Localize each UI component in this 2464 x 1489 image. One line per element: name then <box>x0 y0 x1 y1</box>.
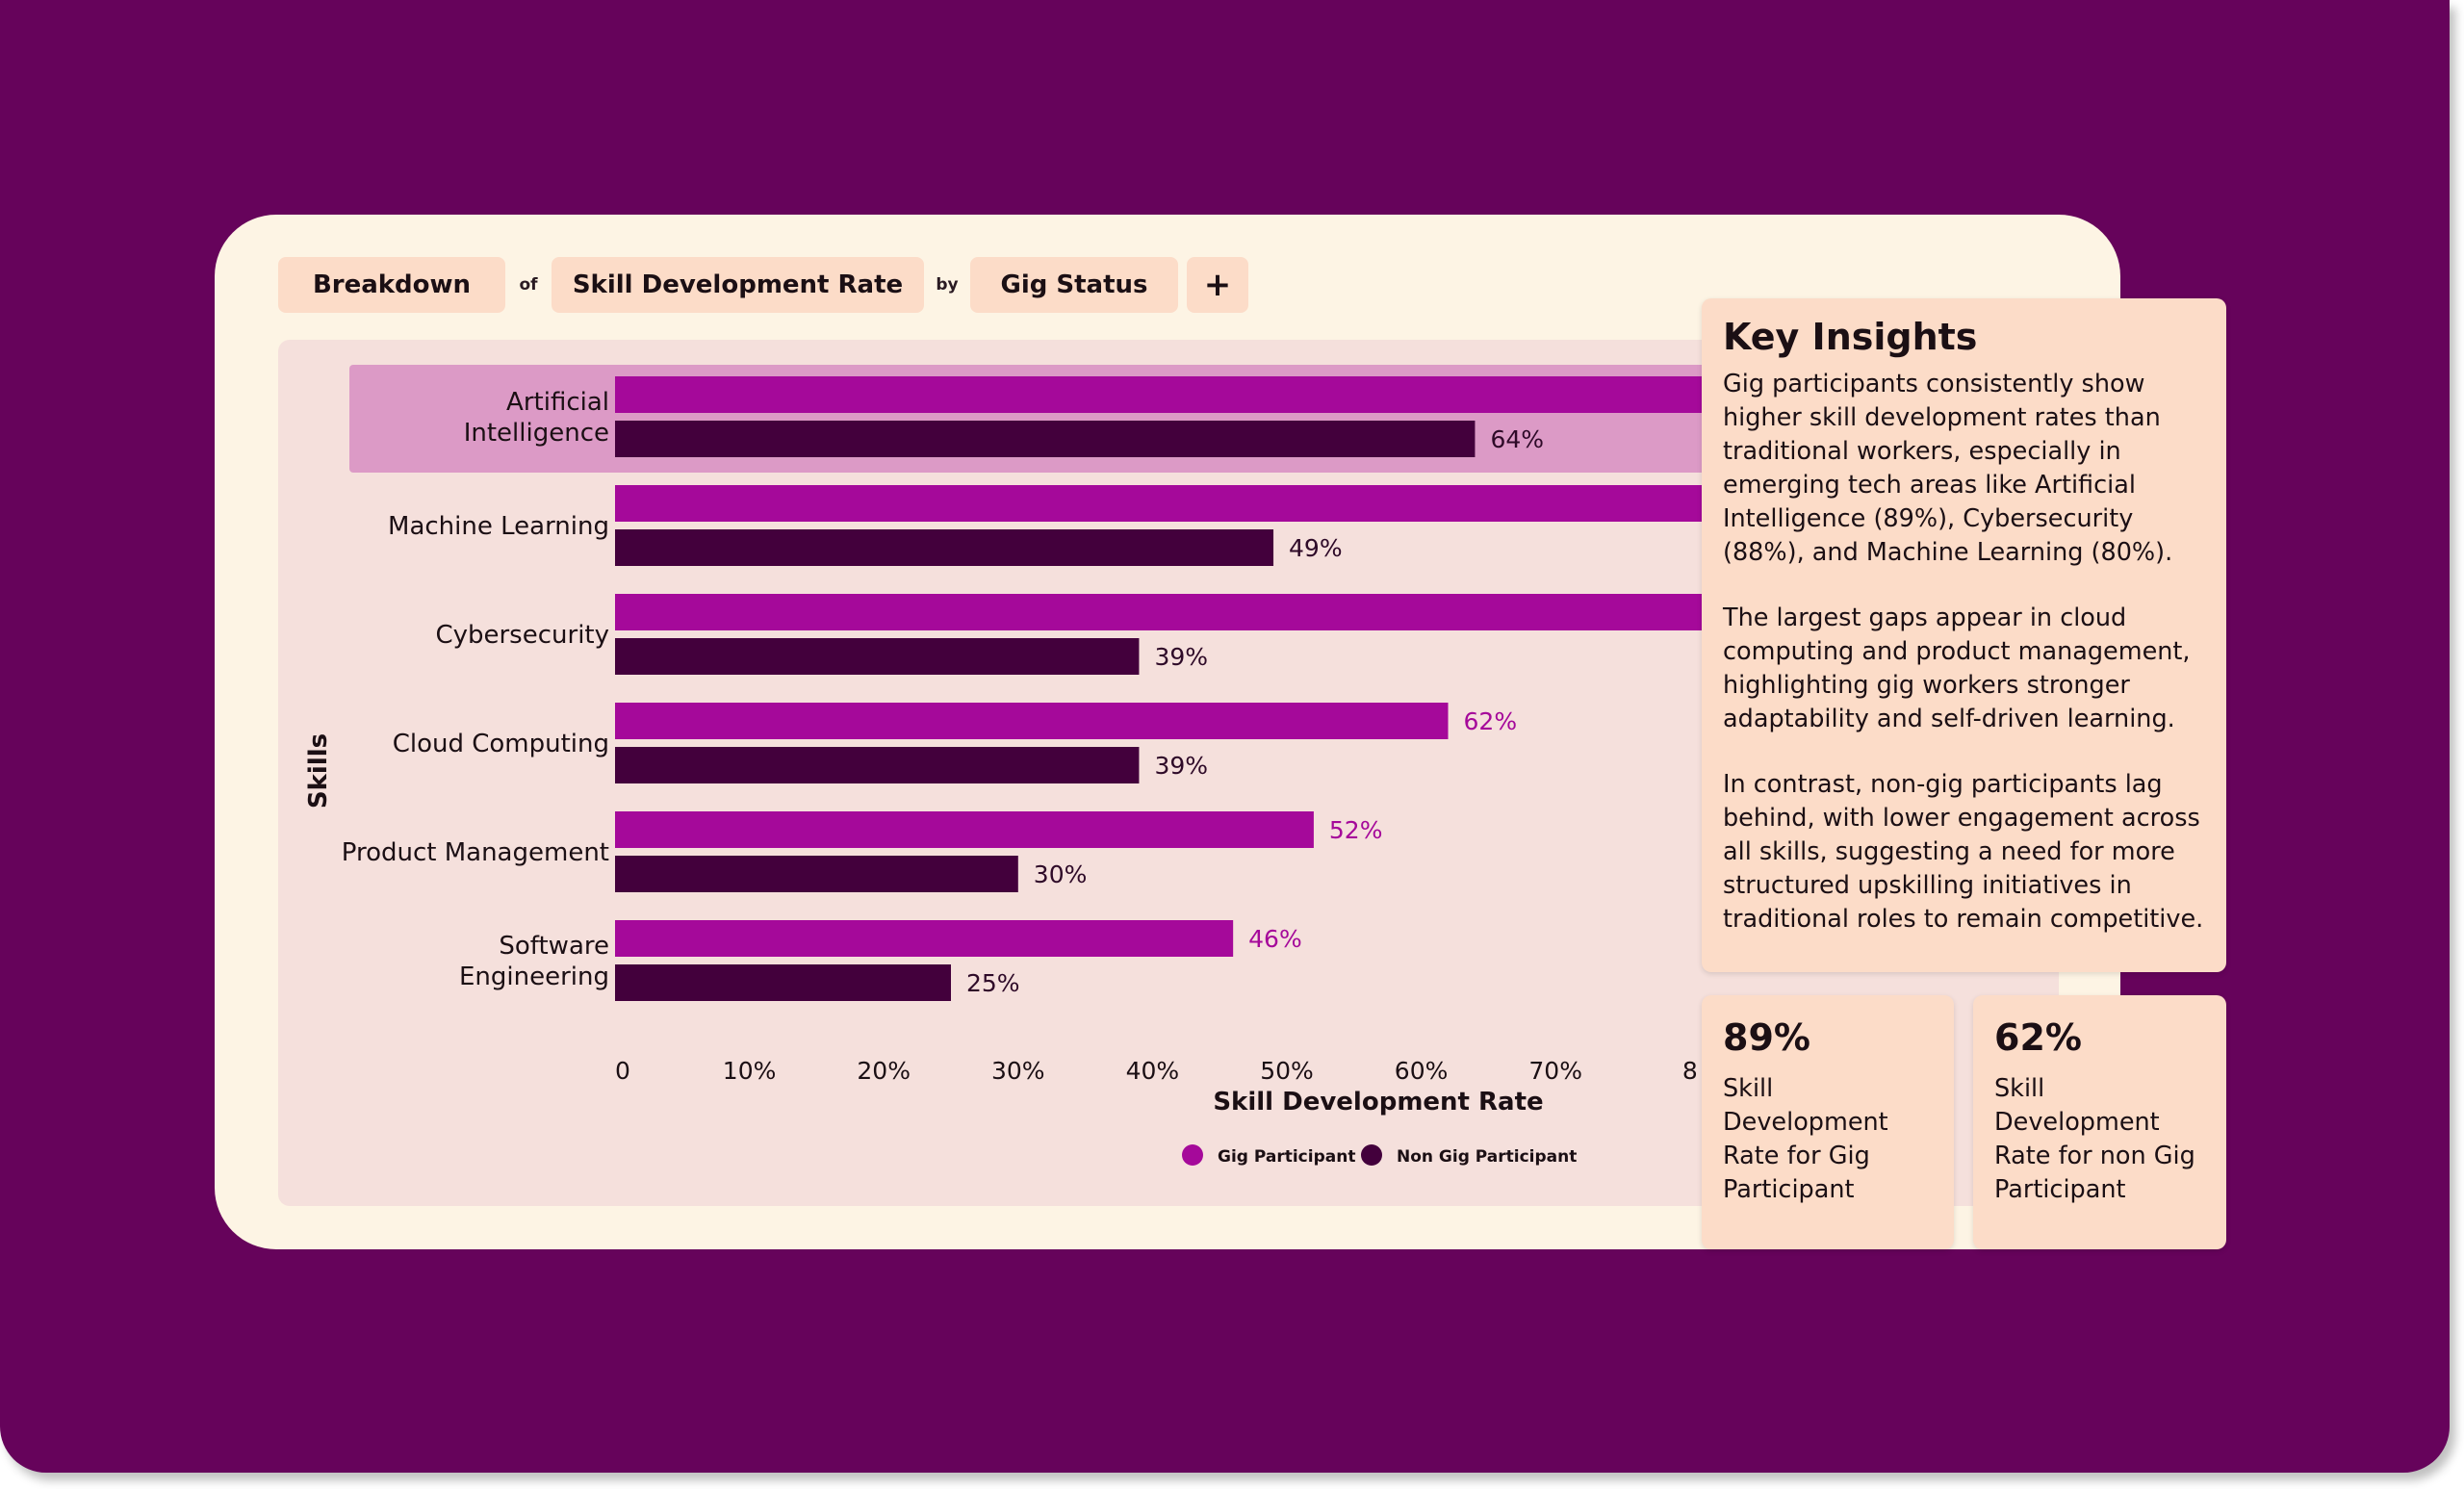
gig-bar <box>615 703 1449 739</box>
gig-bar <box>615 594 1811 630</box>
category-label: Intelligence <box>464 419 609 448</box>
x-tick-label: 60% <box>1395 1057 1449 1085</box>
insight-paragraph: In contrast, non-gig participants lag be… <box>1723 769 2204 934</box>
data-label: 25% <box>966 969 1020 997</box>
insight-paragraph: Gig participants consistently show highe… <box>1723 369 2173 567</box>
non-gig-bar <box>615 856 1018 892</box>
stat-card-non-gig: 62% Skill Development Rate for non Gig P… <box>1973 995 2226 1249</box>
data-label: 39% <box>1154 752 1208 780</box>
stat-value: 89% <box>1723 1016 1810 1059</box>
category-label: Machine Learning <box>388 512 609 541</box>
non-gig-bar <box>615 421 1476 457</box>
x-tick-label: 70% <box>1528 1057 1582 1085</box>
category-label: Product Management <box>342 838 609 867</box>
legend-swatch <box>1182 1144 1203 1166</box>
data-label: 39% <box>1154 643 1208 671</box>
gig-bar <box>615 811 1314 848</box>
gig-bar <box>615 920 1234 957</box>
category-label: Artificial <box>506 388 609 417</box>
dimension-chip[interactable]: Gig Status <box>970 257 1178 313</box>
x-tick-label: 8 <box>1682 1057 1698 1085</box>
x-axis-title: Skill Development Rate <box>1213 1088 1543 1117</box>
of-word: of <box>519 275 538 295</box>
data-label: 46% <box>1248 925 1302 953</box>
x-tick-label: 0 <box>615 1057 630 1085</box>
category-label: Software <box>499 932 609 961</box>
stat-card-gig: 89% Skill Development Rate for Gig Parti… <box>1702 995 1954 1249</box>
x-tick-label: 10% <box>723 1057 777 1085</box>
category-label: Cloud Computing <box>393 730 609 758</box>
gig-bar <box>615 485 1811 522</box>
data-label: 62% <box>1464 707 1518 735</box>
non-gig-bar <box>615 529 1274 566</box>
gig-bar <box>615 376 1811 413</box>
non-gig-bar <box>615 964 951 1001</box>
data-label: 64% <box>1490 425 1544 453</box>
category-label: Engineering <box>459 963 609 991</box>
legend-label: Non Gig Participant <box>1397 1147 1577 1167</box>
stat-value: 62% <box>1994 1016 2082 1059</box>
by-word: by <box>936 275 959 295</box>
legend-swatch <box>1361 1144 1382 1166</box>
x-tick-label: 50% <box>1260 1057 1314 1085</box>
data-label: 49% <box>1289 534 1343 562</box>
metric-chip[interactable]: Skill Development Rate <box>552 257 924 313</box>
legend-label: Gig Participant <box>1218 1147 1355 1167</box>
x-tick-label: 40% <box>1126 1057 1180 1085</box>
x-tick-label: 20% <box>857 1057 911 1085</box>
data-label: 52% <box>1329 816 1383 844</box>
non-gig-bar <box>615 747 1140 783</box>
data-label: 30% <box>1034 860 1088 888</box>
stat-label: Skill Development Rate for non Gig Parti… <box>1994 1074 2195 1204</box>
key-insights-panel: Key Insights Gig participants consistent… <box>1702 298 2226 972</box>
x-tick-label: 30% <box>991 1057 1045 1085</box>
add-filter-button[interactable]: + <box>1187 257 1248 313</box>
y-axis-title: Skills <box>304 733 333 809</box>
insights-title: Key Insights <box>1723 316 1978 358</box>
stat-label: Skill Development Rate for Gig Participa… <box>1723 1074 1888 1204</box>
category-label: Cybersecurity <box>435 621 609 650</box>
insight-paragraph: The largest gaps appear in cloud computi… <box>1723 603 2191 733</box>
non-gig-bar <box>615 638 1140 675</box>
breakdown-chip[interactable]: Breakdown <box>278 257 505 313</box>
